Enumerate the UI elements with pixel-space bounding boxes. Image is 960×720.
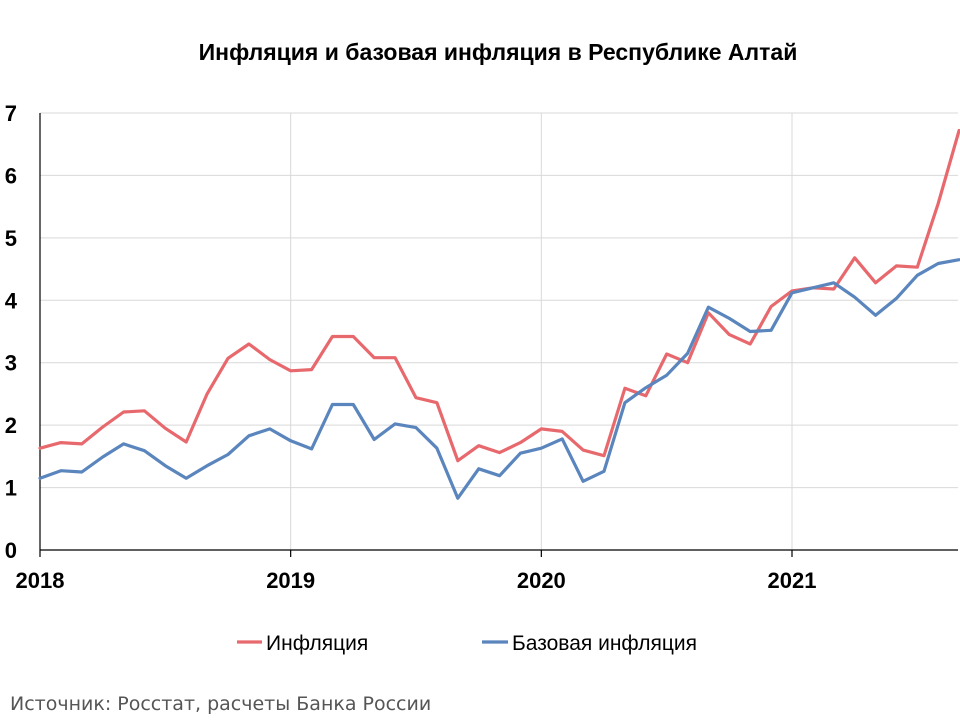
legend-label-2: Базовая инфляция	[512, 632, 697, 655]
series-line-2	[38, 258, 960, 500]
source-note: Источник: Росстат, расчеты Банка России	[10, 693, 431, 715]
y-tick-label: 4	[5, 288, 18, 313]
x-tick-label: 2019	[266, 568, 315, 593]
x-tick-label: 2021	[768, 568, 817, 593]
series-lines	[38, 128, 960, 500]
legend: Инфляция Базовая инфляция	[237, 632, 697, 655]
y-tick-label: 0	[5, 538, 17, 563]
x-axis-ticks: 2018 2019 2020 2021	[16, 568, 817, 593]
y-axis-ticks: 0 1 2 3 4 5 6 7	[5, 101, 18, 563]
y-tick-label: 7	[5, 101, 17, 126]
axes	[39, 113, 958, 557]
chart-title: Инфляция и базовая инфляция в Республике…	[199, 39, 798, 65]
y-tick-label: 3	[5, 351, 17, 376]
x-tick-label: 2018	[16, 568, 65, 593]
series-line-1	[38, 128, 960, 463]
y-tick-label: 6	[5, 163, 17, 188]
grid-lines	[40, 112, 958, 550]
legend-label-1: Инфляция	[266, 632, 368, 655]
y-tick-label: 2	[5, 413, 17, 438]
y-tick-label: 1	[5, 476, 17, 501]
y-tick-label: 5	[5, 226, 17, 251]
x-tick-label: 2020	[517, 568, 566, 593]
